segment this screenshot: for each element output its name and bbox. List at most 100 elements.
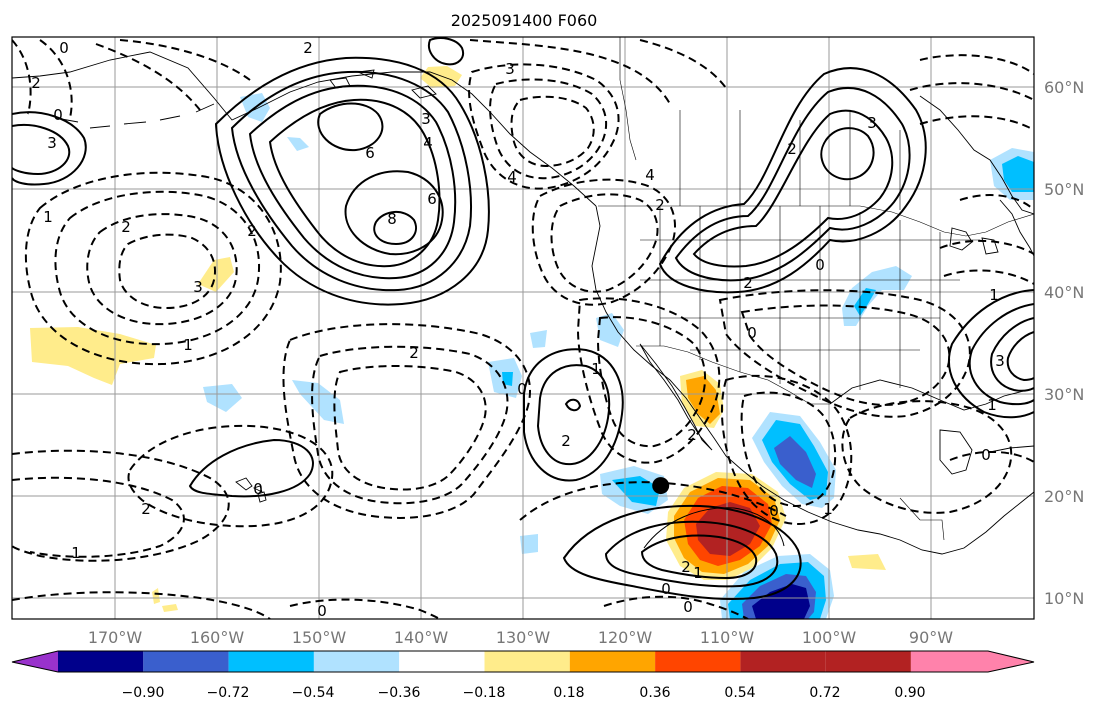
colorbar-tick-label: −0.90 — [122, 685, 165, 701]
contour-label: 3 — [995, 352, 1005, 370]
contour-neg-mid-pac-3 — [333, 365, 487, 491]
contour-pos-nepac-high-1 — [214, 56, 490, 306]
contour-label: 4 — [423, 134, 433, 152]
contour-pos-hawaii — [188, 438, 314, 498]
contour-neg-plains-1 — [718, 289, 971, 418]
contour-label: 0 — [981, 446, 991, 464]
contour-neg-north-coast — [469, 39, 671, 105]
contour-neg-coast-2 — [489, 78, 608, 180]
shade-lightblue-coast-2 — [596, 313, 624, 347]
contour-labels: 2 0 2 3 1 6 8 6 4 3 4 3 2 2 2 4 3 2 0 0 — [31, 39, 1005, 620]
y-axis-labels: 10°N 20°N 30°N 40°N 50°N 60°N — [1044, 78, 1084, 608]
contour-neg-gulf-1 — [841, 400, 1013, 514]
contour-label: 1 — [183, 336, 193, 354]
contour-pos-west-pac-2 — [12, 124, 71, 176]
shade-deepblue-coast-3 — [502, 372, 513, 386]
map-panel: 2 0 2 3 1 6 8 6 4 3 4 3 2 2 2 4 3 2 0 0 — [11, 36, 1035, 620]
contour-label: 2 — [787, 140, 797, 158]
contour-neg-central-low-2 — [54, 190, 260, 346]
contour-label: 1 — [43, 208, 53, 226]
map-frame — [11, 36, 1035, 620]
coast-hudson-bay — [919, 95, 1034, 215]
contour-pos-nepac-high-6b — [344, 170, 444, 256]
colorbar-swatch — [58, 651, 144, 672]
x-tick-label: 100°W — [802, 628, 857, 647]
border-us-states-h — [640, 239, 980, 351]
contour-neg-central-low-3 — [86, 213, 238, 326]
shade-yellow-central-2 — [30, 327, 156, 385]
contour-neg-hawaii-1 — [127, 424, 334, 528]
contour-pos-west-pac-1 — [12, 111, 87, 186]
contour-neg-ne-canada-1 — [919, 54, 1034, 75]
contour-neg-storm-south — [603, 595, 749, 619]
contour-label: 0 — [769, 502, 779, 520]
contour-neg-east-canada-3 — [943, 269, 1034, 285]
colorbar-swatch — [569, 651, 656, 672]
contour-label: 0 — [747, 324, 757, 342]
y-tick-label: 50°N — [1044, 180, 1084, 199]
contour-zero-storm — [643, 507, 785, 549]
border-alaska-canada — [619, 37, 637, 161]
contour-pos-east-3 — [990, 317, 1034, 392]
contour-neg-mexico-1 — [720, 374, 853, 526]
contour-neg-plains-2 — [740, 304, 951, 406]
coast-gulf-of-mexico — [829, 379, 1034, 411]
coast-yucatan — [939, 429, 973, 475]
contour-label: 1 — [989, 286, 999, 304]
y-tick-label: 30°N — [1044, 385, 1084, 404]
contour-label: 3 — [421, 110, 431, 128]
positive-contours — [12, 37, 1034, 601]
contour-label: 0 — [815, 256, 825, 274]
contour-pos-storm-2 — [604, 520, 779, 588]
colorbar-swatch — [228, 651, 314, 672]
contour-label: 8 — [387, 210, 397, 228]
contour-neg-ne-canada-3 — [919, 115, 1034, 131]
contour-label: 1 — [987, 396, 997, 414]
contour-neg-coast-1 — [468, 63, 620, 190]
contour-label: 0 — [317, 602, 327, 620]
contour-label: 2 — [409, 344, 419, 362]
shade-lightblue-central-2 — [292, 380, 344, 424]
contour-label: 3 — [193, 278, 203, 296]
contour-neg-north-coast-2 — [639, 39, 727, 89]
contour-label: 4 — [645, 166, 655, 184]
contour-label: 2 — [681, 558, 691, 576]
contour-label: 2 — [561, 432, 571, 450]
contour-label: 0 — [517, 380, 527, 398]
x-axis-labels: 170°W 160°W 150°W 140°W 130°W 120°W 110°… — [88, 628, 953, 647]
colorbar-tick-label: 0.36 — [639, 685, 670, 701]
colorbar-tick-label: −0.36 — [378, 685, 421, 701]
contour-neg-pnw-2 — [550, 193, 659, 293]
contour-label: 2 — [743, 274, 753, 292]
x-tick-label: 90°W — [909, 628, 953, 647]
contour-label: 1 — [823, 500, 833, 518]
contour-pos-canada-high-2 — [674, 87, 911, 282]
contour-label: 6 — [427, 190, 437, 208]
contour-label: 2 — [247, 222, 257, 240]
coast-aleutians — [55, 103, 215, 129]
y-tick-label: 10°N — [1044, 589, 1084, 608]
contour-label: 0 — [59, 39, 69, 57]
shaded-fields — [30, 66, 1034, 619]
contour-pos-nepac-high-4 — [268, 98, 441, 268]
contour-label: 2 — [31, 74, 41, 92]
y-tick-label: 20°N — [1044, 487, 1084, 506]
contour-neg-caribbean — [949, 451, 1034, 463]
x-tick-label: 120°W — [598, 628, 653, 647]
colorbar-tick-label: 0.72 — [809, 685, 840, 701]
border-central-america — [899, 497, 945, 541]
contour-label: 6 — [365, 144, 375, 162]
coast-hawaii — [235, 477, 267, 503]
colorbar-extend-high-arrow — [910, 651, 1034, 672]
border-canada-provinces — [679, 110, 901, 210]
contour-label: 2 — [121, 218, 131, 236]
shade-dark-red-storm — [696, 502, 760, 556]
colorbar-extend-low — [12, 651, 58, 672]
contour-label: 4 — [507, 168, 517, 186]
contour-neg-central-low-4 — [118, 233, 216, 310]
colorbar-tick-label: 0.54 — [724, 685, 755, 701]
storm-center-marker — [652, 477, 670, 495]
colorbar-tick-label: −0.18 — [463, 685, 506, 701]
y-tick-label: 60°N — [1044, 78, 1084, 97]
